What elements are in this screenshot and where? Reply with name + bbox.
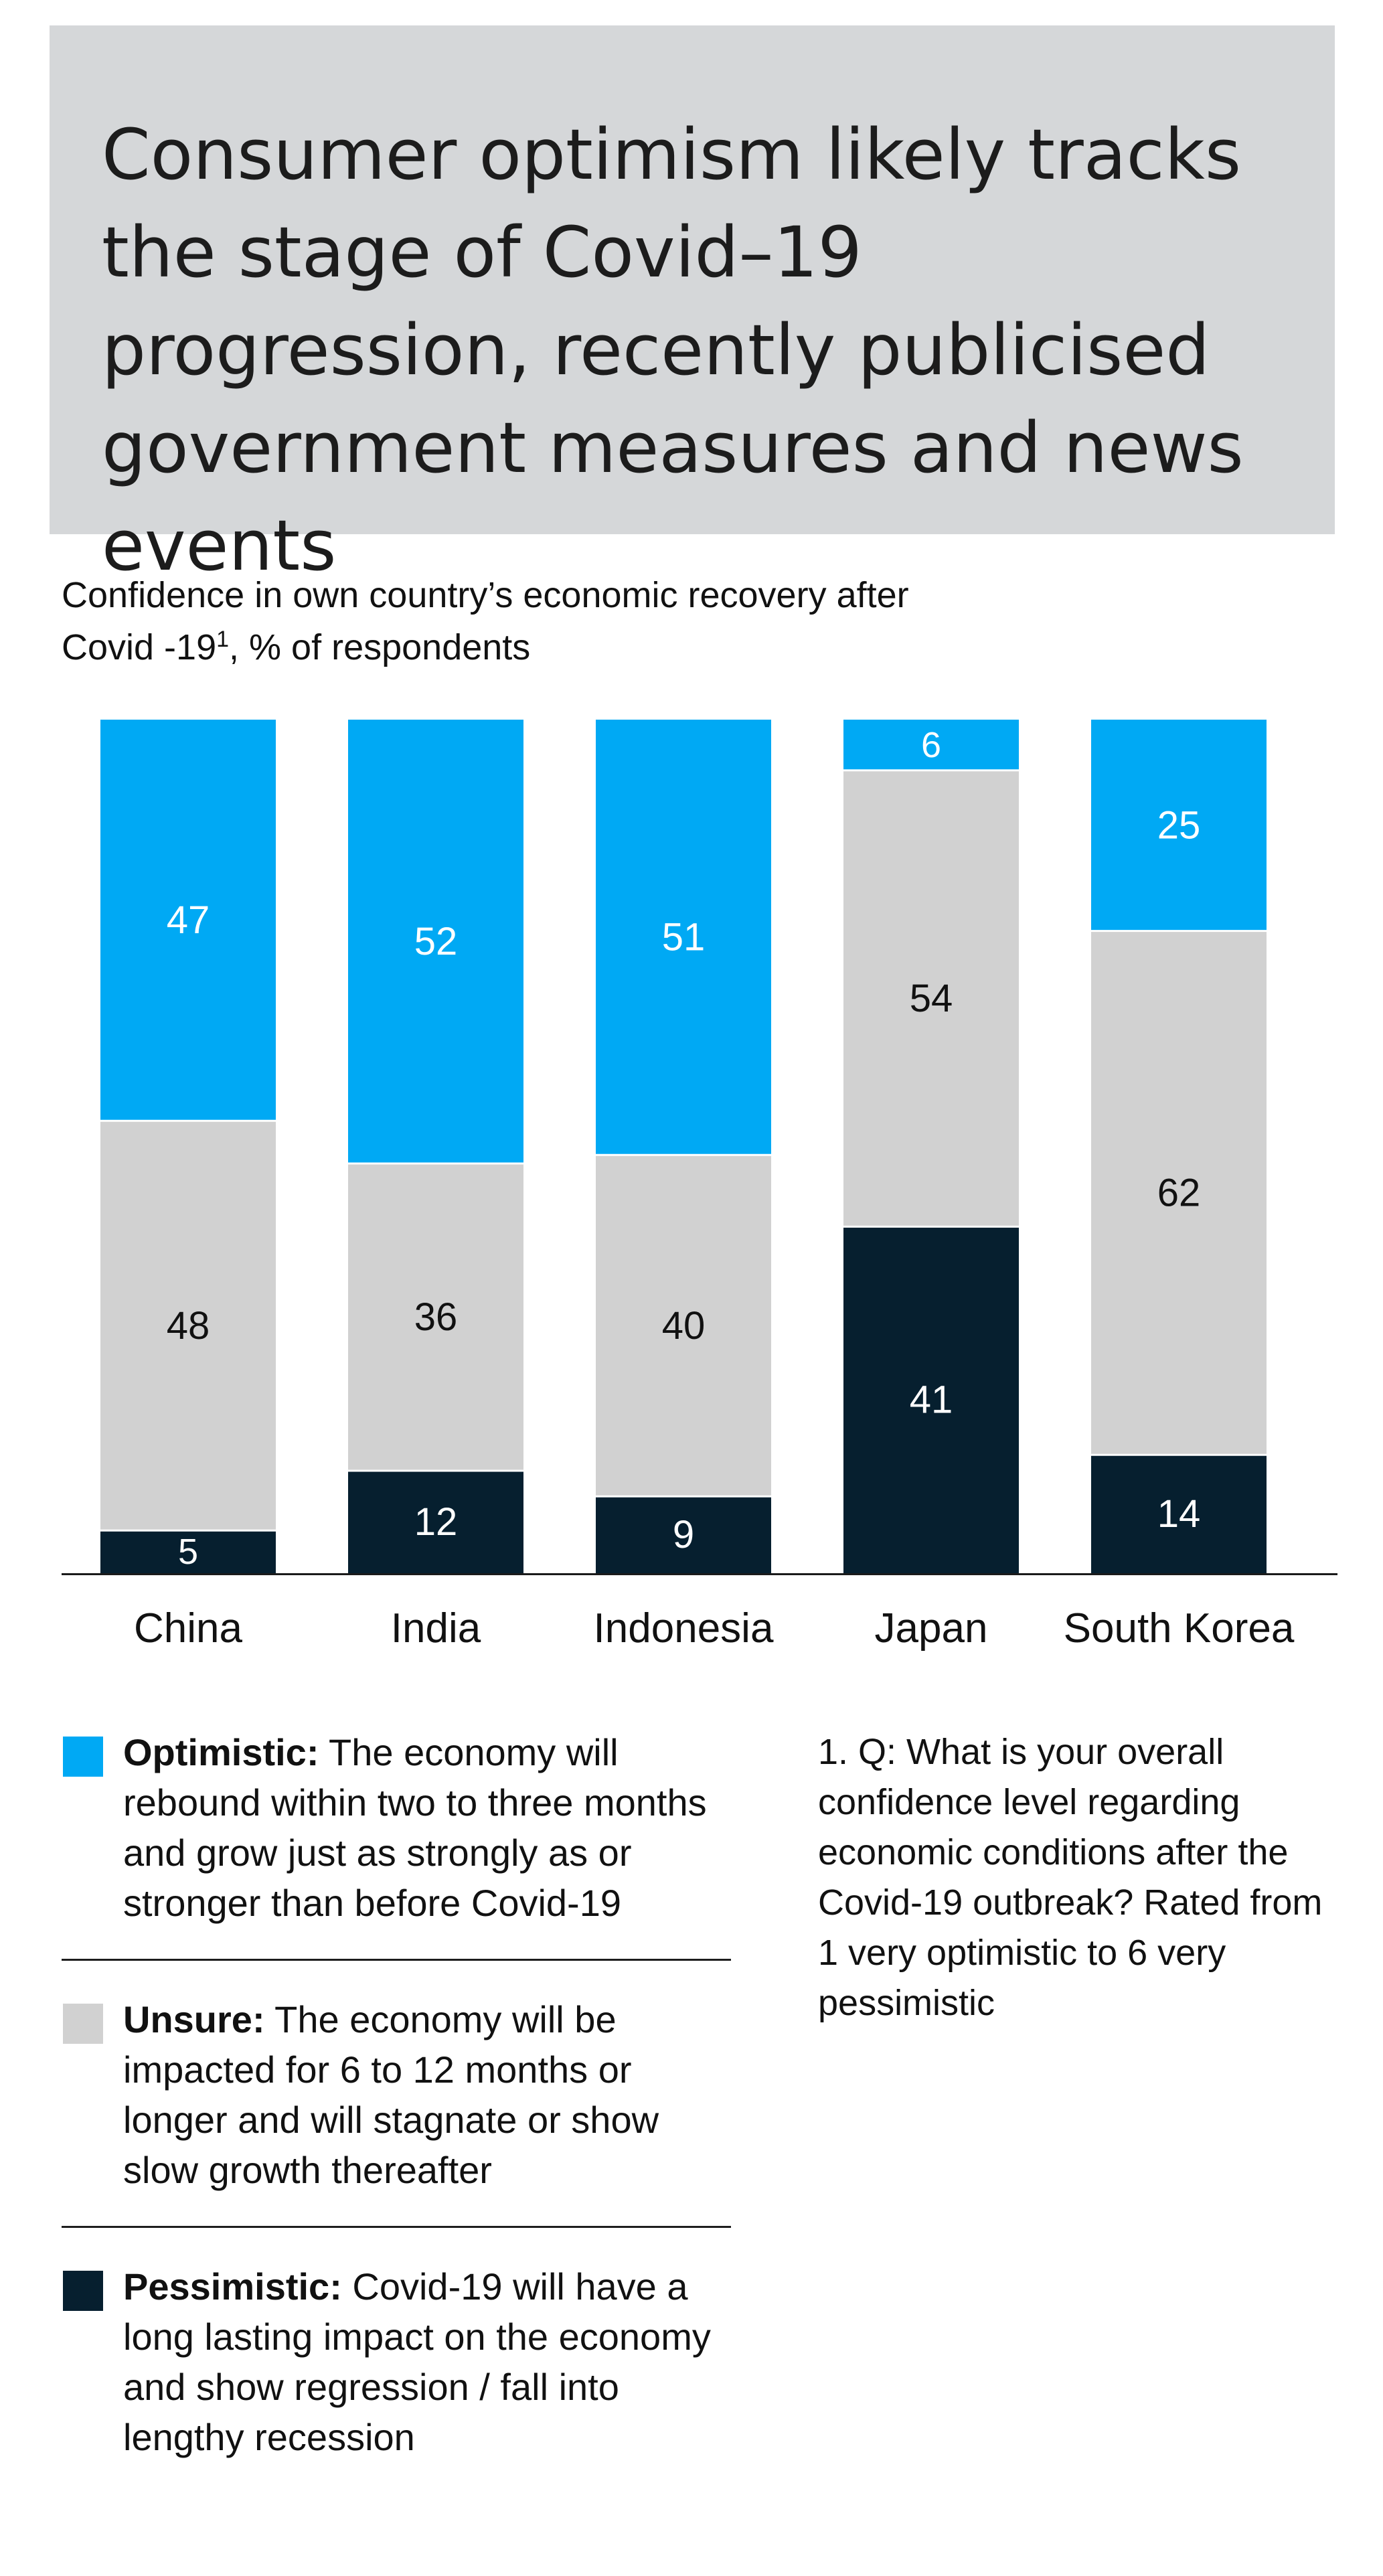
chart-headline: Consumer optimism likely tracks the stag… [102, 114, 1244, 586]
bar-unsure-china [100, 1121, 276, 1531]
bar-pessimistic-indonesia [596, 1496, 771, 1573]
x-tick-label-japan: Japan [875, 1605, 988, 1652]
bar-optimistic-china [100, 720, 276, 1121]
data-label-unsure-india: 36 [414, 1295, 458, 1339]
bar-unsure-indonesia [596, 1155, 771, 1497]
legend-text-optimistic: The economy will rebound within two to t… [123, 1731, 707, 1924]
legend-term-pessimistic: Pessimistic: [123, 2265, 342, 2308]
data-label-unsure-japan: 54 [910, 977, 953, 1020]
data-label-pessimistic-china: 5 [178, 1532, 198, 1572]
data-label-unsure-china: 48 [167, 1304, 210, 1348]
bar-pessimistic-japan [843, 1226, 1019, 1573]
bar-unsure-south-korea [1091, 931, 1267, 1455]
legend-item-pessimistic: Pessimistic: Covid-19 will have a long l… [62, 2261, 731, 2462]
chart-legend: Optimistic: The economy will rebound wit… [62, 1727, 731, 2462]
data-label-optimistic-china: 47 [167, 898, 210, 942]
footnote: 1. Q: What is your overall confidence le… [818, 1732, 1323, 2023]
subtitle-line1: Confidence in own country’s economic rec… [62, 575, 909, 615]
legend-text-pessimistic: Covid-19 will have a long lasting impact… [123, 2265, 711, 2458]
bar-unsure-india [348, 1163, 523, 1471]
headline-panel: Consumer optimism likely tracks the stag… [50, 25, 1335, 586]
legend-divider [62, 2226, 731, 2228]
data-label-optimistic-japan: 6 [921, 725, 941, 765]
x-tick-label-south-korea: South Korea [1064, 1605, 1295, 1652]
subtitle-line2-suffix: , % of respondents [229, 627, 531, 667]
x-tick-label-india: India [391, 1605, 481, 1652]
data-label-unsure-indonesia: 40 [662, 1304, 706, 1348]
bar-pessimistic-china [100, 1530, 276, 1573]
bar-optimistic-south-korea [1091, 720, 1267, 931]
bar-optimistic-japan [843, 720, 1019, 771]
stacked-bar-chart: 5 48 47 China 12 36 52 India 9 40 51 Indonesia 41 54 6… [62, 720, 1337, 1652]
legend-text-unsure: The economy will be impacted for 6 to 12… [123, 1998, 659, 2191]
legend-swatch-pessimistic [63, 2271, 103, 2311]
chart-subtitle: Confidence in own country’s economic rec… [62, 569, 1200, 673]
bar-pessimistic-india [348, 1471, 523, 1573]
legend-term-optimistic: Optimistic: [123, 1731, 319, 1773]
data-label-optimistic-south-korea: 25 [1157, 803, 1201, 847]
data-label-optimistic-india: 52 [414, 920, 458, 963]
legend-item-unsure: Unsure: The economy will be impacted for… [62, 1994, 731, 2195]
legend-term-unsure: Unsure: [123, 1998, 265, 2040]
x-tick-label-china: China [134, 1605, 243, 1652]
legend-item-optimistic: Optimistic: The economy will rebound wit… [62, 1727, 731, 1928]
legend-divider [62, 1959, 731, 1961]
data-label-pessimistic-indonesia: 9 [673, 1513, 694, 1556]
footnote-marker: 1 [216, 627, 230, 652]
data-label-pessimistic-south-korea: 14 [1157, 1492, 1201, 1536]
legend-swatch-optimistic [63, 1737, 103, 1777]
data-label-optimistic-indonesia: 51 [662, 916, 706, 959]
bar-optimistic-india [348, 720, 523, 1163]
bar-optimistic-indonesia [596, 720, 771, 1155]
bar-unsure-japan [843, 770, 1019, 1227]
bar-pessimistic-south-korea [1091, 1455, 1267, 1573]
legend-swatch-unsure [63, 2004, 103, 2044]
x-tick-label-indonesia: Indonesia [594, 1605, 774, 1652]
data-label-pessimistic-japan: 41 [910, 1378, 953, 1422]
data-label-pessimistic-india: 12 [414, 1500, 458, 1544]
data-label-unsure-south-korea: 62 [1157, 1171, 1201, 1214]
subtitle-line2-prefix: Covid -19 [62, 627, 217, 667]
